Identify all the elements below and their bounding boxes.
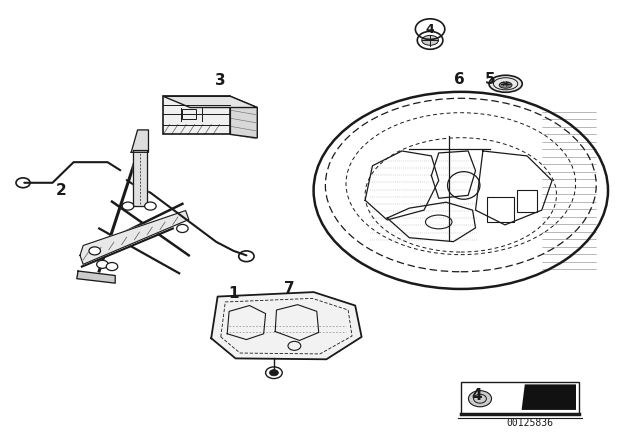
Circle shape xyxy=(177,224,188,233)
Polygon shape xyxy=(80,211,189,264)
Bar xyxy=(163,96,230,134)
Polygon shape xyxy=(133,150,147,206)
Circle shape xyxy=(145,202,156,210)
Bar xyxy=(182,109,196,119)
Text: 00125836: 00125836 xyxy=(506,418,554,428)
Text: 2: 2 xyxy=(56,183,66,198)
Ellipse shape xyxy=(422,35,438,45)
Polygon shape xyxy=(163,96,257,108)
Polygon shape xyxy=(131,130,148,152)
Polygon shape xyxy=(230,96,257,138)
Text: 3: 3 xyxy=(216,73,226,88)
Text: 7: 7 xyxy=(284,281,294,297)
Circle shape xyxy=(106,263,118,271)
Bar xyxy=(461,382,579,414)
Text: 1: 1 xyxy=(228,286,239,301)
Text: 5: 5 xyxy=(485,72,495,87)
Circle shape xyxy=(89,247,100,255)
Circle shape xyxy=(97,260,108,268)
Ellipse shape xyxy=(489,75,522,92)
Text: 4: 4 xyxy=(472,388,482,403)
Polygon shape xyxy=(211,292,362,359)
Circle shape xyxy=(468,391,492,407)
Circle shape xyxy=(269,370,278,376)
Text: 6: 6 xyxy=(454,72,465,87)
Text: 4: 4 xyxy=(426,22,435,36)
Ellipse shape xyxy=(499,82,512,88)
Circle shape xyxy=(122,202,134,210)
Polygon shape xyxy=(522,384,576,410)
Polygon shape xyxy=(77,271,115,283)
